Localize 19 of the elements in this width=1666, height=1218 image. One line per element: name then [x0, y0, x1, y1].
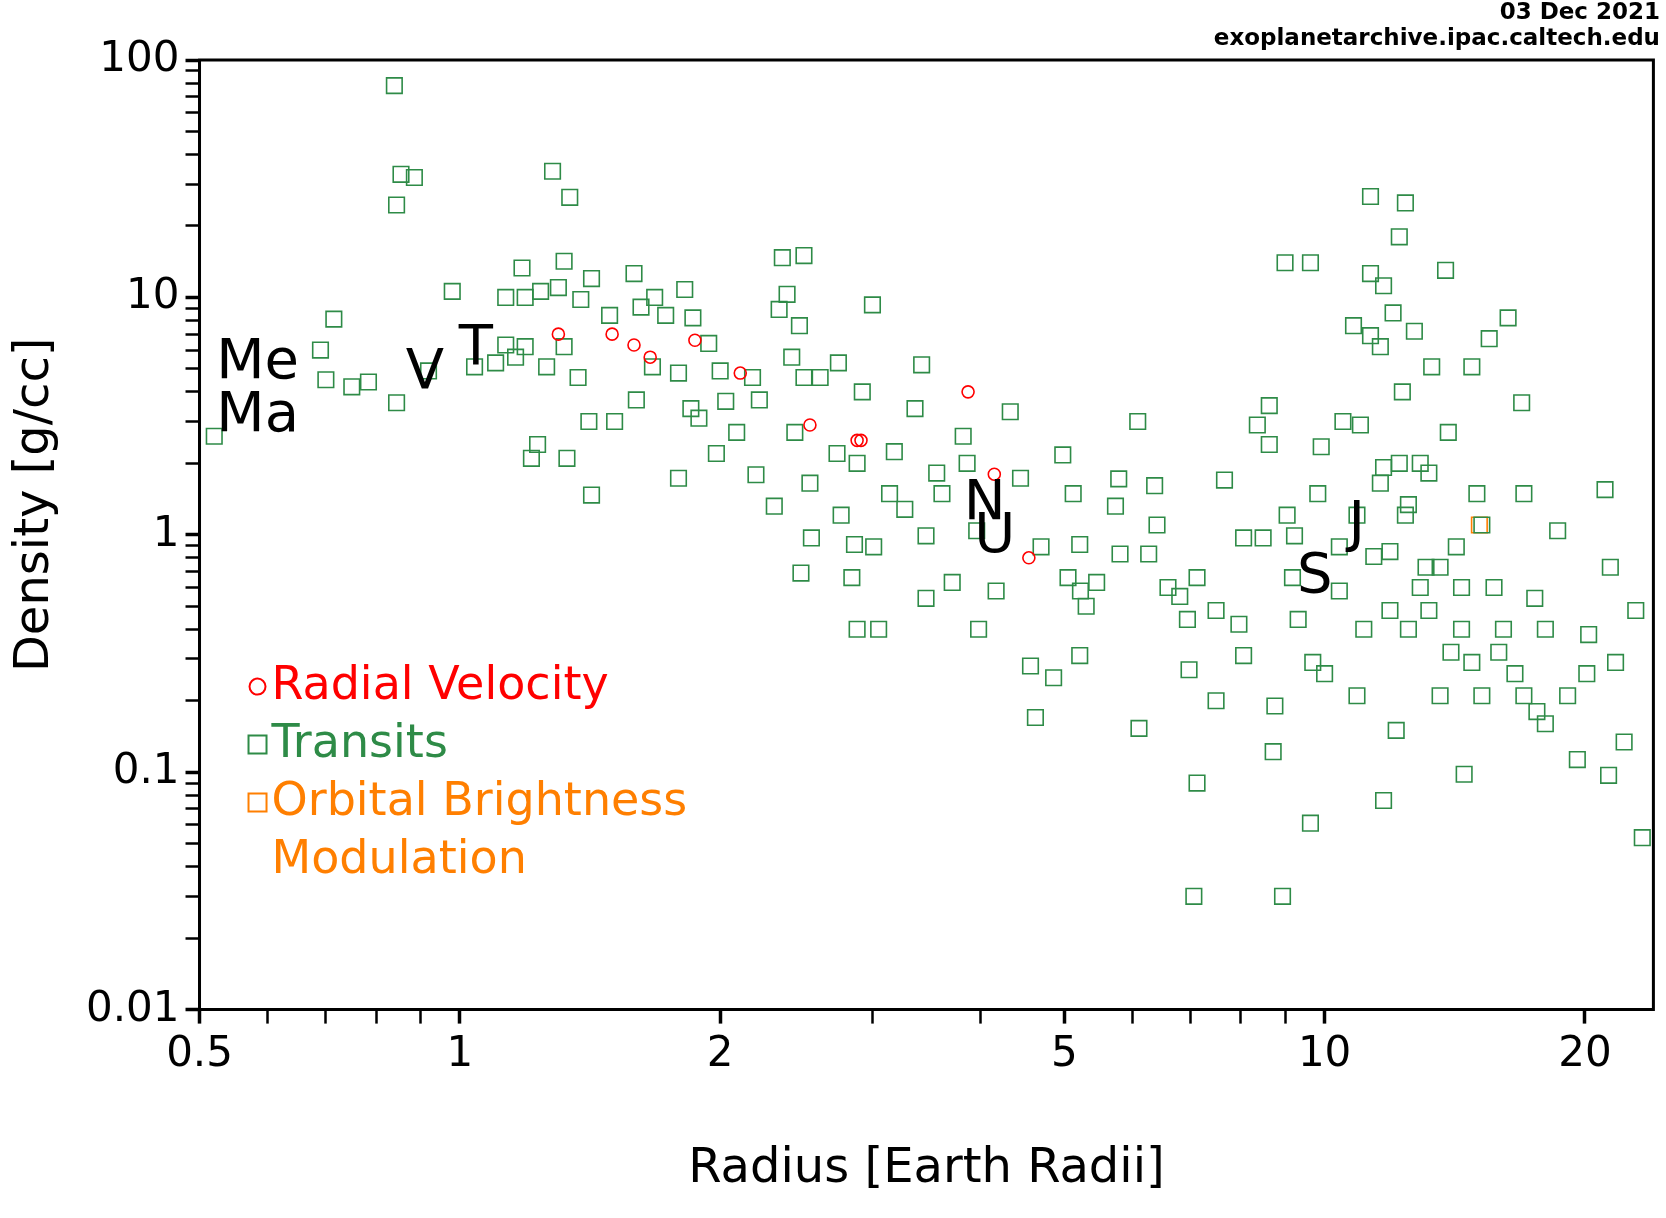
legend-label: Transits: [270, 713, 448, 768]
legend-label: Orbital Brightness Modulation: [271, 771, 688, 884]
y-tick-label: 10: [126, 269, 180, 319]
x-tick-label: 1: [446, 1026, 474, 1076]
x-tick-label: 2: [706, 1026, 734, 1076]
annotation: S: [1296, 540, 1333, 606]
y-tick-label: 0.1: [112, 744, 180, 794]
y-axis-title: Density [g/cc]: [3, 337, 60, 673]
annotation: V: [405, 335, 445, 401]
legend-label: Radial Velocity: [271, 655, 609, 710]
x-tick-label: 20: [1558, 1026, 1612, 1076]
y-tick-label: 100: [99, 31, 180, 81]
y-tick-label: 1: [152, 506, 180, 556]
x-tick-label: 10: [1297, 1026, 1352, 1076]
text: 03 Dec 2021: [1499, 0, 1660, 25]
x-tick-label: 5: [1050, 1026, 1078, 1076]
annotation: Me: [216, 326, 300, 392]
x-axis-title: Radius [Earth Radii]: [688, 1137, 1165, 1194]
text: exoplanetarchive.ipac.caltech.edu: [1213, 24, 1660, 51]
